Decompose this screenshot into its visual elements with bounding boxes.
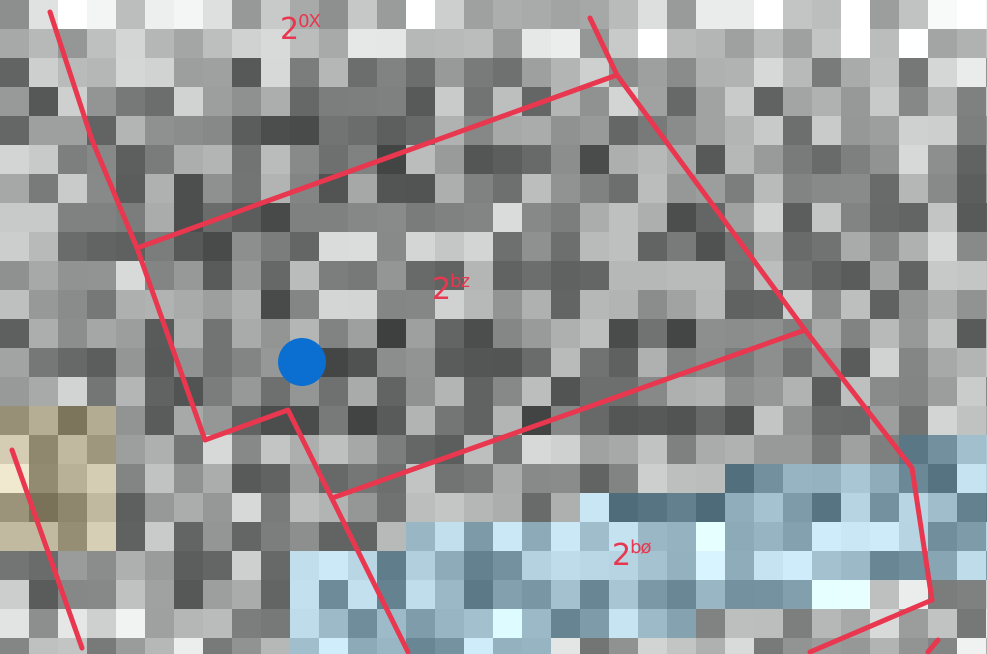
parcel-boundary-line xyxy=(810,600,932,652)
parcel-boundary-line xyxy=(928,640,938,652)
parcel-label-2bz: 2bz xyxy=(432,272,469,307)
parcel-boundary-line xyxy=(137,75,617,248)
parcel-boundary-line xyxy=(335,330,805,497)
parcel-boundary-line xyxy=(50,12,408,652)
location-dot-icon[interactable] xyxy=(278,338,326,386)
parcel-label-2b0: 2bø xyxy=(612,538,651,573)
parcel-boundary-line xyxy=(590,18,932,600)
parcel-boundary-line xyxy=(12,450,82,648)
parcel-label-20x: 20X xyxy=(280,12,320,47)
